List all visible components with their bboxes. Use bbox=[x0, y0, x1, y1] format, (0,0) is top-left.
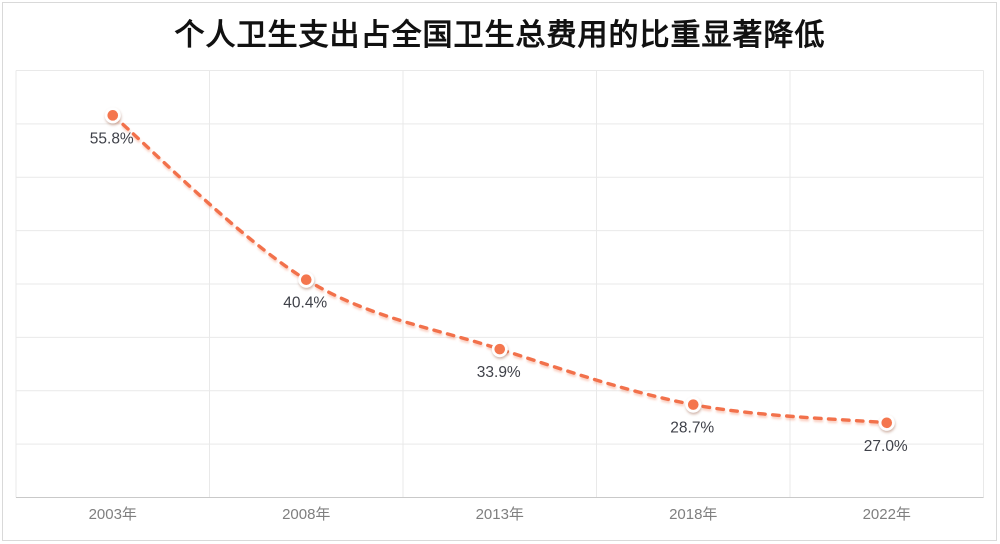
data-label: 28.7% bbox=[670, 420, 714, 437]
data-label: 55.8% bbox=[90, 130, 134, 147]
data-point-marker bbox=[300, 274, 312, 286]
chart-title: 个人卫生支出占全国卫生总费用的比重显著降低 bbox=[174, 19, 826, 52]
x-axis-tick-label: 2003年 bbox=[89, 506, 137, 523]
data-label: 33.9% bbox=[477, 364, 521, 381]
series-line bbox=[111, 113, 889, 425]
x-axis-tick-label: 2008年 bbox=[282, 506, 330, 523]
data-point-marker bbox=[107, 110, 119, 121]
data-label: 27.0% bbox=[864, 438, 908, 455]
data-point-marker bbox=[494, 343, 506, 355]
x-axis-tick-label: 2022年 bbox=[863, 506, 911, 523]
x-axis-tick-label: 2018年 bbox=[669, 506, 717, 523]
data-label: 40.4% bbox=[283, 295, 327, 312]
x-axis-tick-label: 2013年 bbox=[476, 506, 524, 523]
data-point-marker bbox=[687, 399, 699, 410]
data-point-marker bbox=[881, 417, 893, 429]
